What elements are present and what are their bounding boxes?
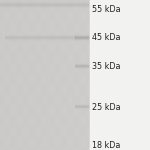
Text: 18 kDa: 18 kDa [92, 141, 121, 150]
Text: 25 kDa: 25 kDa [92, 103, 121, 112]
Text: 45 kDa: 45 kDa [92, 33, 121, 42]
Bar [89, 0, 150, 150]
Text: 35 kDa: 35 kDa [92, 62, 121, 71]
Text: 55 kDa: 55 kDa [92, 4, 121, 14]
